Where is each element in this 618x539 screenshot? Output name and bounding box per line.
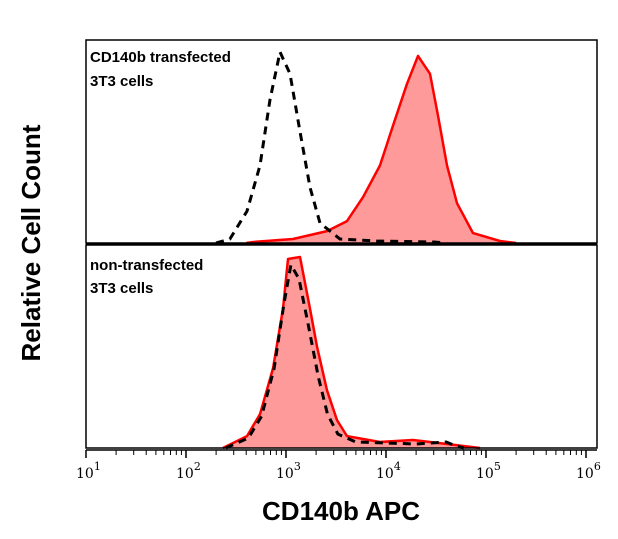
y-axis-label: Relative Cell Count — [16, 124, 46, 361]
x-tick-label: 102 — [176, 460, 201, 482]
top-annotation-line1: CD140b transfected — [90, 49, 231, 66]
x-tick-exponent: 3 — [294, 460, 301, 473]
x-tick-base: 10 — [576, 466, 594, 482]
x-tick-exponent: 1 — [94, 460, 101, 473]
x-tick-exponent: 2 — [194, 460, 201, 473]
x-tick-label: 105 — [476, 460, 501, 482]
x-tick-exponent: 4 — [394, 460, 401, 473]
x-tick-base: 10 — [276, 466, 294, 482]
panel-frame-bottom — [85, 244, 598, 449]
top-annotation-line2: 3T3 cells — [90, 73, 153, 90]
x-tick-label: 104 — [376, 460, 401, 482]
x-tick-exponent: 5 — [494, 460, 501, 473]
bottom-control-dashed-line — [225, 260, 465, 450]
x-tick-label: 106 — [576, 460, 601, 482]
x-tick-base: 10 — [376, 466, 394, 482]
top-stained-line — [246, 54, 517, 245]
bottom-annotation-line1: non-transfected — [90, 257, 203, 274]
bottom-annotation-line2: 3T3 cells — [90, 280, 153, 297]
x-tick-base: 10 — [176, 466, 194, 482]
x-tick-label: 103 — [276, 460, 301, 482]
panel-frame-top — [85, 39, 598, 244]
panel-top — [85, 39, 598, 245]
x-axis-label: CD140b APC — [262, 496, 420, 526]
x-tick-base: 10 — [76, 466, 94, 482]
top-stained-fill — [246, 55, 517, 244]
x-tick-exponent: 6 — [594, 460, 601, 473]
bottom-stained-line — [222, 255, 481, 450]
bottom-stained-fill — [222, 257, 481, 448]
x-tick-base: 10 — [476, 466, 494, 482]
x-tick-label: 101 — [76, 460, 101, 482]
panel-bottom — [85, 244, 598, 450]
